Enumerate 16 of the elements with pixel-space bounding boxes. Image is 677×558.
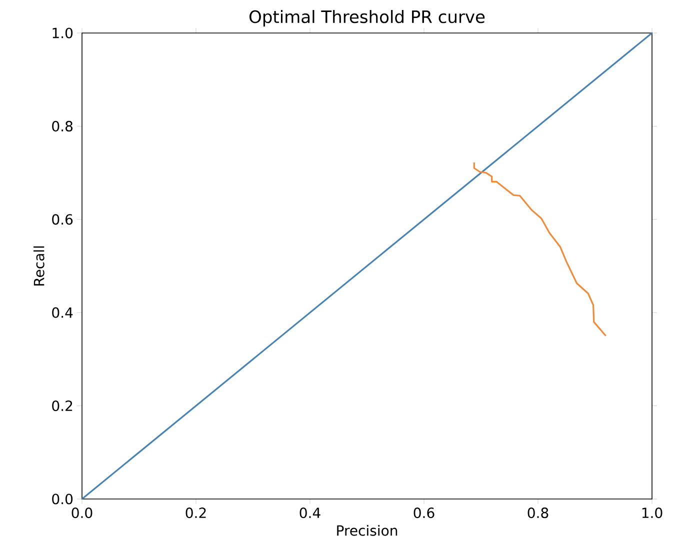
x-tick-label: 1.0 (642, 508, 662, 518)
x-tick-label: 0.0 (72, 508, 92, 518)
y-tick-label: 1.0 (52, 28, 73, 38)
chart-title: Optimal Threshold PR curve (249, 10, 485, 26)
y-tick-label: 0.2 (52, 400, 72, 412)
y-tick-label: 0.6 (52, 214, 73, 225)
x-axis-title: Precision (337, 524, 398, 536)
x-tick-label: 0.2 (186, 508, 206, 518)
y-tick-label: 0.0 (52, 494, 73, 504)
x-tick-label: 0.4 (300, 508, 320, 518)
x-tick-label: 0.8 (528, 508, 548, 518)
y-axis-title: Recall (34, 246, 44, 286)
y-tick-label: 0.8 (52, 120, 73, 132)
line-series (473, 162, 607, 337)
x-tick-label: 0.6 (414, 508, 434, 518)
y-tick-label: 0.4 (52, 307, 73, 318)
